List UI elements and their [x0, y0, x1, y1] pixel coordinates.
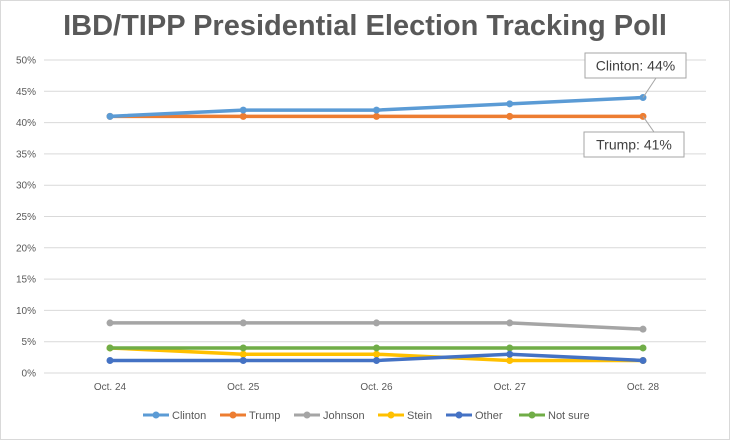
data-point: [239, 106, 247, 114]
legend-item-clinton: Clinton: [143, 410, 206, 422]
y-tick-label: 25%: [16, 212, 36, 223]
y-tick-label: 40%: [16, 118, 36, 129]
data-point: [239, 112, 247, 120]
legend-label: Other: [475, 410, 503, 422]
legend-swatch-marker: [303, 411, 311, 419]
legend-item-other: Other: [446, 410, 503, 422]
legend-swatch-marker: [455, 411, 463, 419]
x-tick-label: Oct. 28: [627, 382, 660, 393]
data-point: [106, 112, 114, 120]
x-tick-label: Oct. 25: [227, 382, 260, 393]
data-point: [639, 344, 647, 352]
data-point: [239, 356, 247, 364]
callout-box: [583, 131, 685, 158]
series-not-sure: [106, 344, 647, 352]
data-point: [373, 350, 380, 358]
chart-title: IBD/TIPP Presidential Election Tracking …: [63, 10, 667, 42]
legend-item-johnson: Johnson: [294, 410, 365, 422]
callouts: Clinton: 44% Trump: 41%: [583, 52, 687, 158]
y-tick-label: 20%: [16, 243, 36, 254]
x-tick-label: Oct. 24: [94, 382, 127, 393]
data-point: [239, 344, 247, 352]
y-tick-label: 10%: [16, 306, 36, 317]
data-point: [373, 319, 380, 327]
data-point: [239, 319, 247, 327]
data-point: [506, 319, 514, 327]
legend-swatch-marker: [229, 411, 237, 419]
legend-label: Johnson: [323, 410, 365, 422]
y-tick-label: 30%: [16, 181, 36, 192]
legend-label: Stein: [407, 410, 432, 422]
y-tick-label: 50%: [16, 56, 36, 67]
legend-item-trump: Trump: [220, 410, 280, 422]
data-point: [639, 325, 647, 333]
legend-label: Clinton: [172, 410, 206, 422]
x-tick-label: Oct. 26: [360, 382, 393, 393]
data-point: [106, 319, 114, 327]
data-point: [373, 356, 380, 364]
legend-swatch-marker: [387, 411, 395, 419]
callout-trump: Trump: 41%: [583, 116, 685, 158]
data-point: [639, 356, 647, 364]
series-lines: [106, 94, 647, 364]
data-point: [506, 356, 514, 364]
data-point: [506, 350, 514, 358]
y-tick-label: 0%: [22, 369, 37, 380]
series-johnson: [106, 319, 647, 333]
data-point: [506, 112, 514, 120]
data-point: [506, 100, 514, 108]
y-tick-label: 5%: [22, 337, 37, 348]
callout-clinton: Clinton: 44%: [584, 52, 687, 98]
series-other: [106, 350, 647, 364]
callout-label: Clinton: 44%: [596, 58, 675, 74]
callout-leader: [642, 77, 657, 98]
x-tick-label: Oct. 27: [494, 382, 527, 393]
legend-label: Not sure: [548, 410, 590, 422]
callout-box: [584, 52, 687, 79]
data-point: [106, 356, 114, 364]
callout-label: Trump: 41%: [596, 137, 672, 153]
data-point: [239, 350, 247, 358]
data-point: [106, 344, 114, 352]
y-axis-ticks: 0% 5% 10% 15% 20% 25% 30% 35% 40% 45% 50%: [16, 56, 36, 380]
legend-swatch-marker: [528, 411, 536, 419]
legend-item-not-sure: Not sure: [519, 410, 590, 422]
legend-swatch-marker: [152, 411, 160, 419]
y-tick-label: 35%: [16, 149, 36, 160]
data-point: [373, 106, 380, 114]
legend-item-stein: Stein: [378, 410, 432, 422]
x-axis-ticks: Oct. 24 Oct. 25 Oct. 26 Oct. 27 Oct. 28: [94, 382, 660, 393]
y-tick-label: 45%: [16, 87, 36, 98]
callout-leader: [642, 116, 655, 133]
y-tick-label: 15%: [16, 275, 36, 286]
legend-label: Trump: [249, 410, 280, 422]
legend: Clinton Trump Johnson Stein Other Not sure: [143, 410, 590, 422]
series-clinton: [106, 94, 647, 120]
data-point: [373, 344, 380, 352]
data-point: [373, 112, 380, 120]
data-point: [506, 344, 514, 352]
